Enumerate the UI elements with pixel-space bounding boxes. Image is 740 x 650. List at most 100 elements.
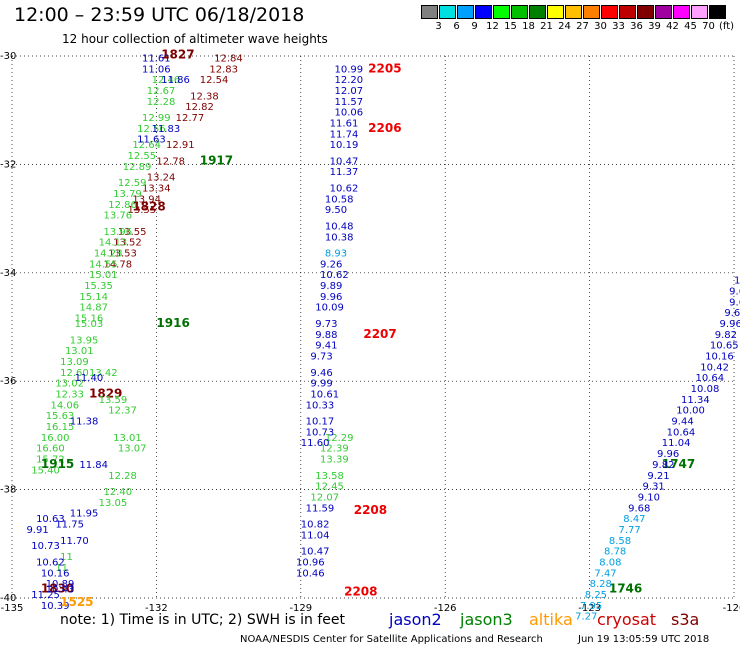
wave-height-label: 13.53 <box>108 249 137 260</box>
wave-height-label: 10.62 <box>36 557 65 568</box>
scale-label: 30 <box>594 21 607 32</box>
wave-height-label: 7.95 <box>580 601 602 612</box>
scale-label: 9 <box>471 21 478 32</box>
wave-height-label: 11.04 <box>662 438 691 449</box>
pass-time-label: 2207 <box>363 327 396 341</box>
wave-height-label: 16.60 <box>36 444 65 455</box>
wave-height-label: 9.6 <box>729 297 740 308</box>
wave-height-label: 9.99 <box>310 379 332 390</box>
wave-height-label: 8.25 <box>585 590 607 601</box>
wave-height-label: 10.47 <box>301 547 330 558</box>
wave-height-label: 13.01 <box>65 346 94 357</box>
wave-height-label: 12.64 <box>132 140 161 151</box>
legend-item-jason3: jason3 <box>460 610 513 629</box>
wave-height-label: 12.54 <box>200 75 229 86</box>
wave-height-label: 9.73 <box>310 352 332 363</box>
wave-height-label: 12.07 <box>334 86 363 97</box>
footnote: note: 1) Time is in UTC; 2) SWH is in fe… <box>60 612 346 628</box>
wave-height-label: 9.88 <box>315 330 337 341</box>
scale-label: 15 <box>504 21 517 32</box>
wave-height-label: 11.59 <box>306 503 335 514</box>
wave-height-label: 12.67 <box>147 86 176 97</box>
wave-height-label: 13.52 <box>113 238 142 249</box>
wave-height-label: 11.04 <box>301 530 330 541</box>
wave-height-label: 12.37 <box>108 406 137 417</box>
wave-height-label: 10.73 <box>31 541 60 552</box>
wave-height-label: 13.01 <box>113 433 142 444</box>
wave-height-label: 9.44 <box>671 417 693 428</box>
wave-height-label: 9.67 <box>724 308 740 319</box>
wave-height-label: 9.46 <box>310 368 332 379</box>
chart-subtitle: 12 hour collection of altimeter wave hei… <box>62 32 328 46</box>
y-tick-label: -32 <box>0 159 16 170</box>
wave-height-label: 7.27 <box>575 612 597 623</box>
wave-height-label: 9.31 <box>643 482 665 493</box>
wave-height-label: 12.56 <box>137 124 166 135</box>
wave-height-label: 9.82 <box>652 460 674 471</box>
scale-swatch <box>475 5 492 19</box>
credit-line: NOAA/NESDIS Center for Satellite Applica… <box>240 634 543 645</box>
wave-height-label: 10.62 <box>330 184 359 195</box>
wave-height-label: 13.96 <box>103 227 132 238</box>
wave-height-label: 13.24 <box>147 173 176 184</box>
x-tick-label: -126 <box>434 603 457 614</box>
pass-time-label: 1917 <box>200 153 233 167</box>
scale-label: 36 <box>630 21 643 32</box>
scale-swatch <box>619 5 636 19</box>
legend-item-s3a: s3a <box>671 610 700 629</box>
wave-height-label: 11.40 <box>75 373 104 384</box>
wave-height-label: 12.77 <box>176 113 205 124</box>
wave-height-label: 13.05 <box>99 498 128 509</box>
wave-height-label: 12.46 <box>152 75 181 86</box>
pass-time-label: 1829 <box>89 386 122 400</box>
wave-height-label: 13.02 <box>55 379 84 390</box>
scale-unit: (ft) <box>719 21 735 32</box>
scale-swatch <box>583 5 600 19</box>
wave-height-label: 11.83 <box>152 124 181 135</box>
wave-height-label: 12.07 <box>310 492 339 503</box>
wave-height-label: 11.61 <box>142 53 171 64</box>
wave-height-label: 13.58 <box>315 471 344 482</box>
scale-label: 70 <box>702 21 715 32</box>
wave-height-label: 15.16 <box>75 314 104 325</box>
wave-height-label: 10.96 <box>296 557 325 568</box>
scale-swatch <box>673 5 690 19</box>
wave-height-label: 15.40 <box>31 465 60 476</box>
wave-height-label: 10.43 <box>46 585 75 596</box>
wave-height-label: 7.77 <box>618 525 640 536</box>
wave-height-label: 9.96 <box>320 292 342 303</box>
wave-height-label: 12.82 <box>185 102 214 113</box>
wave-height-label: 15.14 <box>79 292 108 303</box>
wave-height-label: 11.57 <box>334 97 363 108</box>
scale-swatch <box>691 5 708 19</box>
scale-swatch <box>529 5 546 19</box>
wave-height-label: 12.20 <box>334 75 363 86</box>
pass-time-label: 1525 <box>60 595 93 609</box>
wave-height-label: 10.46 <box>296 568 325 579</box>
x-tick-label: -135 <box>1 603 24 614</box>
wave-height-label: 14.87 <box>79 303 108 314</box>
wave-height-label: 11.25 <box>31 590 60 601</box>
wave-height-label: 10.62 <box>320 270 349 281</box>
scale-swatch <box>421 5 438 19</box>
wave-height-label: 9.10 <box>638 492 660 503</box>
scale-label: 12 <box>486 21 499 32</box>
y-tick-label: -38 <box>0 485 16 496</box>
legend-item-altika: altika <box>529 610 573 629</box>
wave-height-label: 14.06 <box>51 400 80 411</box>
wave-height-label: 8.93 <box>325 249 347 260</box>
scale-label: 6 <box>453 21 460 32</box>
wave-height-label: 9.6 <box>729 286 740 297</box>
wave-height-label: 13.95 <box>70 335 99 346</box>
wave-height-label: 7.47 <box>594 568 616 579</box>
wave-height-label: 10.63 <box>36 514 65 525</box>
scale-swatch <box>637 5 654 19</box>
wave-height-label: 13.55 <box>128 205 157 216</box>
wave-height-label: 11.84 <box>79 460 108 471</box>
wave-height-label: 9.73 <box>315 319 337 330</box>
wave-height-label: 8.08 <box>599 557 621 568</box>
wave-height-label: 15.03 <box>75 319 104 330</box>
wave-height-label: 11.95 <box>70 509 99 520</box>
wave-height-label: 11.60 <box>301 438 330 449</box>
wave-height-label: 10.19 <box>330 140 359 151</box>
